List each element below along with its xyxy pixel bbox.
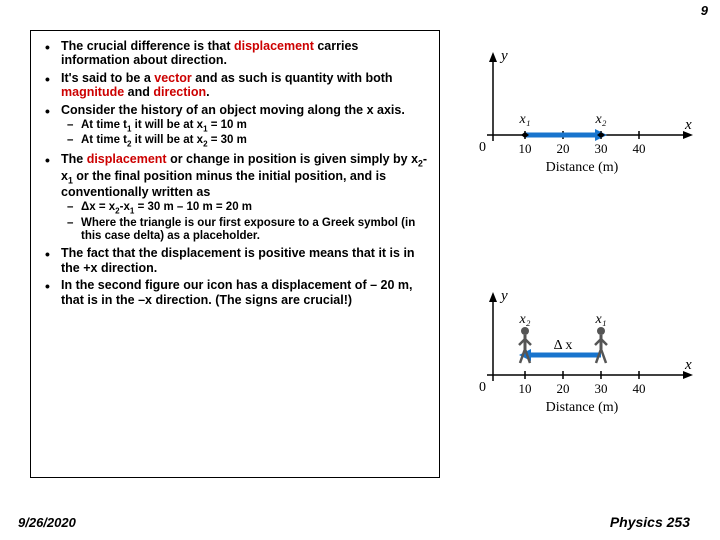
svg-text:y: y: [499, 288, 508, 304]
sub-3a: At time t1 it will be at x1 = 10 m: [61, 119, 429, 134]
svg-text:x₁: x₁: [518, 112, 530, 127]
svg-text:20: 20: [557, 381, 570, 396]
svg-text:x₁: x₁: [594, 312, 606, 327]
svg-text:0: 0: [479, 380, 486, 395]
svg-text:x: x: [684, 357, 692, 373]
svg-text:0: 0: [479, 140, 486, 155]
sub-4b: Where the triangle is our first exposure…: [61, 217, 429, 243]
svg-text:Distance (m): Distance (m): [546, 400, 619, 415]
bullet-1: The crucial difference is that displacem…: [37, 39, 429, 68]
svg-text:40: 40: [633, 381, 646, 396]
svg-text:30: 30: [595, 141, 608, 156]
content-frame: The crucial difference is that displacem…: [30, 30, 440, 478]
svg-text:Distance (m): Distance (m): [546, 160, 619, 175]
bullet-list: The crucial difference is that displacem…: [37, 39, 429, 307]
bullet-2: It's said to be a vector and as such is …: [37, 71, 429, 100]
svg-text:x: x: [684, 117, 692, 133]
svg-text:x₂: x₂: [518, 312, 530, 327]
bullet-3: Consider the history of an object moving…: [37, 103, 429, 149]
svg-text:10: 10: [519, 381, 532, 396]
diagram-1: y x 0 10 20 30 40 Distance (m) x₁ x₂: [465, 40, 700, 205]
svg-text:Δ x: Δ x: [554, 338, 573, 353]
diagram-2: y x 0 10 20 30 40 Distance (m) x₁ x₂ Δ x: [465, 280, 700, 445]
sub-3b: At time t2 it will be at x2 = 30 m: [61, 134, 429, 149]
bullet-5: The fact that the displacement is positi…: [37, 246, 429, 275]
page-number: 9: [701, 3, 708, 18]
svg-text:40: 40: [633, 141, 646, 156]
sub-4a: Δx = x2-x1 = 30 m – 10 m = 20 m: [61, 201, 429, 216]
svg-text:30: 30: [595, 381, 608, 396]
svg-text:y: y: [499, 48, 508, 64]
bullet-4: The displacement or change in position i…: [37, 152, 429, 243]
svg-text:10: 10: [519, 141, 532, 156]
bullet-6: In the second figure our icon has a disp…: [37, 278, 429, 307]
svg-text:x₂: x₂: [594, 112, 606, 127]
svg-text:20: 20: [557, 141, 570, 156]
footer-date: 9/26/2020: [18, 515, 76, 530]
footer-course: Physics 253: [610, 514, 690, 530]
